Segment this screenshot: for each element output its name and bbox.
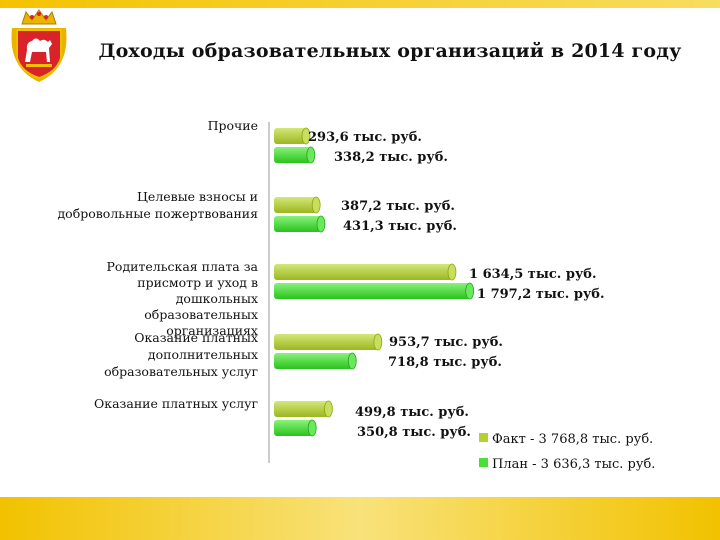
fact-value-label: 499,8 тыс. руб. [355,405,469,420]
category-labels: Прочие Целевые взносы и добровольные пожер… [57,118,258,411]
top-accent-band [0,0,720,8]
bars [274,127,475,437]
value-labels: 293,6 тыс. руб. 387,2 тыс. руб. 1 634,5 ты… [308,130,604,440]
legend-label: План - 3 636,3 тыс. руб. [492,457,655,472]
fact-bar [274,196,321,214]
plan-bar [274,146,316,164]
fact-value-label: 953,7 тыс. руб. [389,335,503,350]
fact-bar [274,127,311,145]
plan-bar [274,282,475,300]
plan-value-label: 350,8 тыс. руб. [357,425,471,440]
legend-swatch [479,458,488,467]
legend: Факт - 3 768,8 тыс. руб. План - 3 636,3 т… [479,432,655,472]
plan-value-label: 1 797,2 тыс. руб. [477,287,604,302]
category-label: Целевые взносы и добровольные пожертвован… [57,189,258,221]
category-label: Прочие [208,118,258,133]
plan-legend-entry: План - 3 636,3 тыс. руб. [479,457,655,472]
income-bar-chart: Прочие Целевые взносы и добровольные пожер… [57,118,655,472]
fact-bar [274,400,333,418]
coat-of-arms-emblem [11,9,67,82]
plan-value-label: 338,2 тыс. руб. [334,150,448,165]
legend-label: Факт - 3 768,8 тыс. руб. [492,432,653,447]
plan-bar [274,419,317,437]
category-label: Родительская плата за присмотр и уход в до… [107,259,259,338]
page-title: Доходы образовательных организаций в 201… [98,40,682,62]
plan-bar [274,352,357,370]
category-label: Оказание платных дополнительных образовате… [104,330,258,379]
fact-value-label: 293,6 тыс. руб. [308,130,422,145]
fact-value-label: 387,2 тыс. руб. [341,199,455,214]
category-label: Оказание платных услуг [94,396,258,411]
plan-value-label: 431,3 тыс. руб. [343,219,457,234]
legend-swatch [479,433,488,442]
fact-bar [274,333,383,351]
bottom-accent-band [0,497,720,540]
plan-value-label: 718,8 тыс. руб. [388,355,502,370]
fact-legend-entry: Факт - 3 768,8 тыс. руб. [479,432,653,447]
fact-value-label: 1 634,5 тыс. руб. [469,267,596,282]
plan-bar [274,215,326,233]
fact-bar [274,263,457,281]
